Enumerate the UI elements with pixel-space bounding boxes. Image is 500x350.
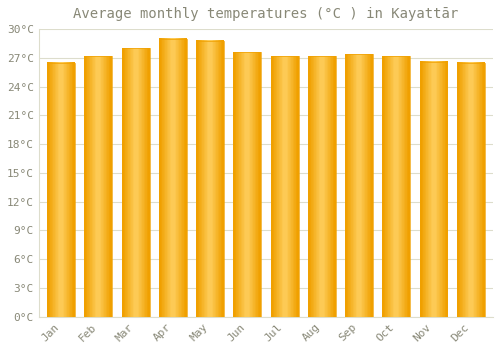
- Bar: [308, 56, 336, 317]
- Bar: [270, 56, 298, 317]
- Bar: [122, 48, 150, 317]
- Bar: [159, 38, 187, 317]
- Bar: [382, 56, 410, 317]
- Bar: [457, 63, 484, 317]
- Bar: [345, 54, 373, 317]
- Bar: [234, 52, 262, 317]
- Bar: [196, 41, 224, 317]
- Bar: [47, 63, 75, 317]
- Bar: [420, 62, 448, 317]
- Title: Average monthly temperatures (°C ) in Kayattār: Average monthly temperatures (°C ) in Ka…: [74, 7, 458, 21]
- Bar: [84, 56, 112, 317]
